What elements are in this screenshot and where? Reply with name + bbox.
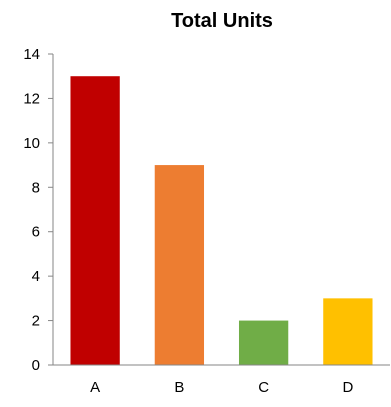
bar-c xyxy=(238,320,289,365)
x-tick-label: D xyxy=(342,379,353,396)
bars-layer xyxy=(70,76,373,365)
x-tick-label: A xyxy=(90,379,100,396)
labels-layer: 0 2 4 6 8 10 12 14 A B C D xyxy=(23,46,353,396)
y-tick-label: 2 xyxy=(32,313,40,330)
axis-layer xyxy=(48,53,390,366)
y-tick-label: 10 xyxy=(23,135,40,152)
chart-title: Total Units xyxy=(171,10,273,32)
y-tick-label: 0 xyxy=(32,357,40,374)
x-tick-label: C xyxy=(258,379,269,396)
y-tick-label: 12 xyxy=(23,90,40,107)
bar-d xyxy=(323,298,373,365)
y-tick-label: 8 xyxy=(32,179,40,196)
x-tick-label: B xyxy=(174,379,184,396)
y-tick-label: 4 xyxy=(32,268,40,285)
y-tick-label: 14 xyxy=(23,46,40,63)
bar-a xyxy=(70,76,120,365)
bar-b xyxy=(154,165,205,365)
y-tick-label: 6 xyxy=(32,224,40,241)
